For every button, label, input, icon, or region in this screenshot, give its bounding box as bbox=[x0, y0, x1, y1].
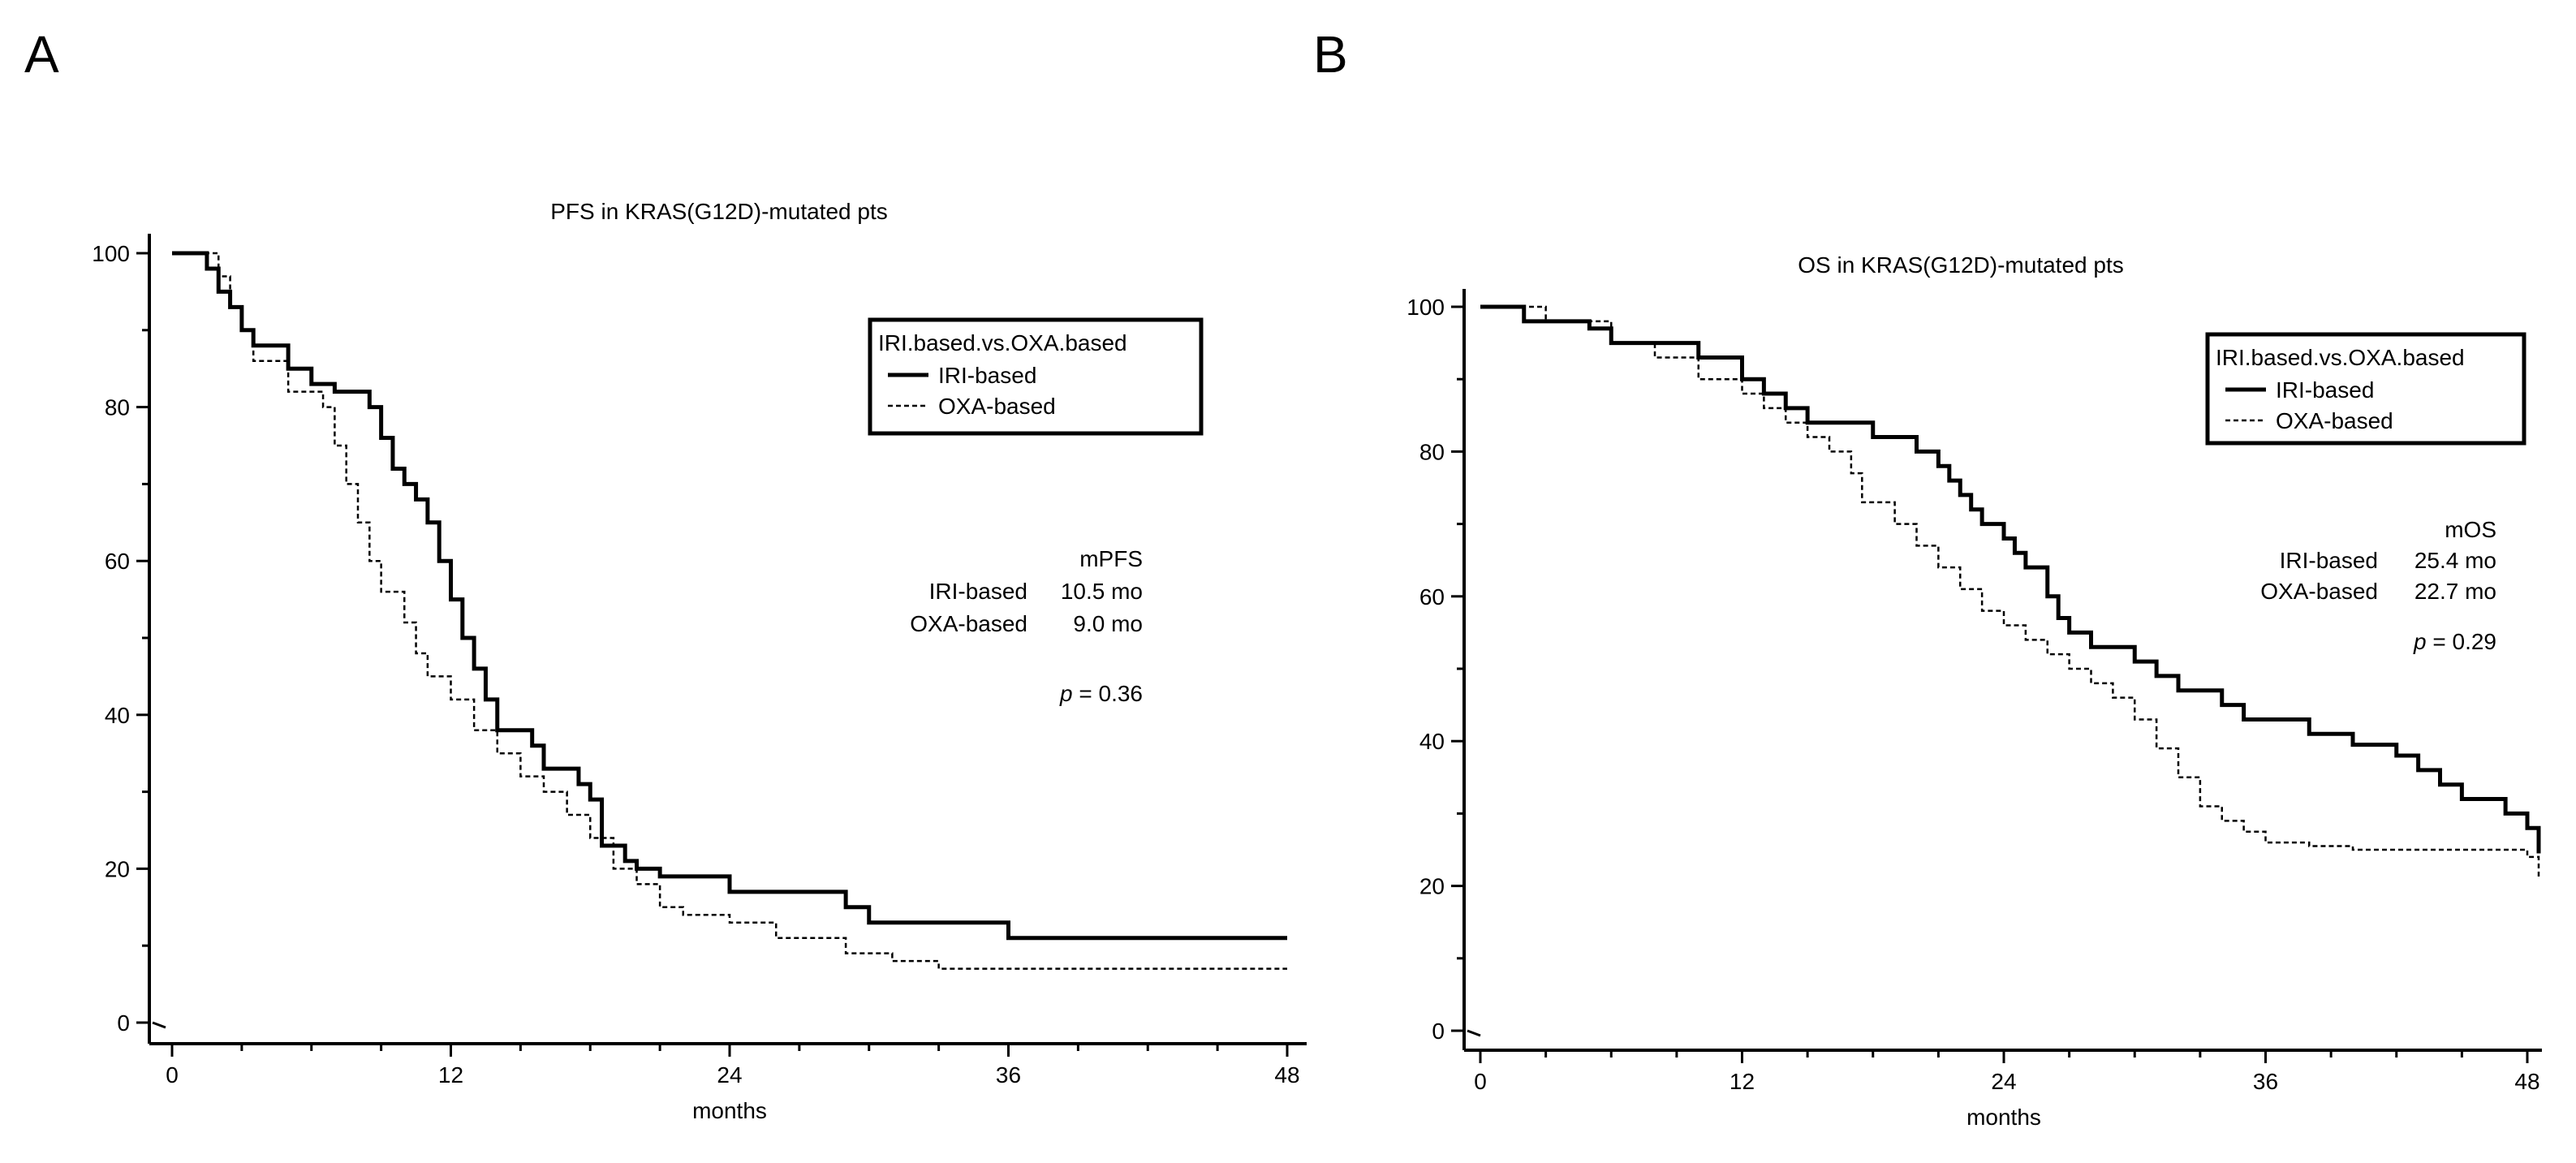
p-value-number: = 0.36 bbox=[1079, 681, 1143, 706]
y-tick-label: 20 bbox=[105, 856, 130, 881]
p-label: p bbox=[2413, 629, 2432, 654]
x-tick-label: 36 bbox=[2253, 1069, 2278, 1094]
y-tick-label: 60 bbox=[105, 549, 130, 574]
y-tick-label: 0 bbox=[1432, 1019, 1445, 1044]
x-tick-label: 12 bbox=[438, 1062, 463, 1088]
legend-title: IRI.based.vs.OXA.based bbox=[2216, 345, 2465, 370]
x-tick-label: 24 bbox=[717, 1062, 742, 1088]
chart-title: OS in KRAS(G12D)-mutated pts bbox=[1798, 252, 2123, 278]
y-tick-label: 100 bbox=[92, 241, 130, 266]
legend-entry-iri-based: IRI-based bbox=[2276, 377, 2374, 403]
x-tick-label: 48 bbox=[1274, 1062, 1299, 1088]
y-tick-label: 100 bbox=[1406, 295, 1445, 320]
panel-letter-a: A bbox=[24, 25, 59, 84]
y-tick-label: 40 bbox=[1419, 729, 1445, 754]
x-tick-label: 48 bbox=[2514, 1069, 2539, 1094]
chart-b: OS in KRAS(G12D)-mutated pts 0 20 40 60 80 100… bbox=[1406, 252, 2542, 1130]
p-value: p = 0.29 bbox=[2413, 629, 2496, 654]
x-tick-label: 24 bbox=[1991, 1069, 2016, 1094]
origin-mark bbox=[152, 1021, 166, 1029]
annotation-row-label: IRI-based bbox=[929, 579, 1027, 604]
x-axis-label: months bbox=[1966, 1105, 2041, 1130]
y-tick-label: 80 bbox=[1419, 439, 1445, 464]
annotation-row-label: OXA-based bbox=[2260, 579, 2378, 604]
chart-a: PFS in KRAS(G12D)-mutated pts 0 20 40 60 80 10… bbox=[92, 199, 1307, 1123]
annotation-row-value: 9.0 mo bbox=[1073, 611, 1143, 636]
series-line-iri-based bbox=[1480, 304, 2541, 854]
median-annotation: mPFS IRI-based 10.5 mo OXA-based 9.0 mo p = 0… bbox=[910, 546, 1143, 706]
annotation-row-label: OXA-based bbox=[910, 611, 1027, 636]
y-tick-label: 20 bbox=[1419, 874, 1445, 899]
x-tick-label: 0 bbox=[166, 1062, 179, 1088]
series-line-oxa-based bbox=[172, 252, 1287, 970]
annotation-row-value: 25.4 mo bbox=[2414, 548, 2496, 573]
panel-letter-b: B bbox=[1313, 25, 1348, 84]
y-tick-label: 60 bbox=[1419, 584, 1445, 609]
y-tick-label: 40 bbox=[105, 703, 130, 728]
y-tick-label: 80 bbox=[105, 395, 130, 420]
legend-entry-oxa-based: OXA-based bbox=[2276, 408, 2393, 433]
annotation-header: mOS bbox=[2445, 517, 2496, 542]
annotation-row-value: 22.7 mo bbox=[2414, 579, 2496, 604]
x-tick-label: 12 bbox=[1730, 1069, 1755, 1094]
legend: IRI.based.vs.OXA.based IRI-based OXA-based bbox=[868, 317, 1204, 436]
annotation-row-label: IRI-based bbox=[2280, 548, 2378, 573]
annotation-header: mPFS bbox=[1079, 546, 1143, 571]
p-value-number: = 0.29 bbox=[2432, 629, 2496, 654]
series-line-iri-based bbox=[172, 251, 1287, 941]
p-value: p = 0.36 bbox=[1059, 681, 1143, 706]
legend-entry-iri-based: IRI-based bbox=[938, 363, 1036, 388]
p-label: p bbox=[1059, 681, 1079, 706]
y-tick-label: 0 bbox=[117, 1010, 130, 1036]
legend-entry-oxa-based: OXA-based bbox=[938, 394, 1056, 419]
median-annotation: mOS IRI-based 25.4 mo OXA-based 22.7 mo p = 0… bbox=[2260, 517, 2496, 654]
x-tick-label: 0 bbox=[1474, 1069, 1487, 1094]
x-tick-label: 36 bbox=[996, 1062, 1021, 1088]
origin-mark bbox=[1467, 1029, 1481, 1037]
chart-title: PFS in KRAS(G12D)-mutated pts bbox=[550, 199, 887, 224]
legend-title: IRI.based.vs.OXA.based bbox=[878, 330, 1127, 355]
series-line-oxa-based bbox=[1480, 305, 2540, 879]
x-axis-label: months bbox=[692, 1098, 767, 1123]
legend: IRI.based.vs.OXA.based IRI-based OXA-based bbox=[2205, 332, 2526, 446]
annotation-row-value: 10.5 mo bbox=[1061, 579, 1143, 604]
